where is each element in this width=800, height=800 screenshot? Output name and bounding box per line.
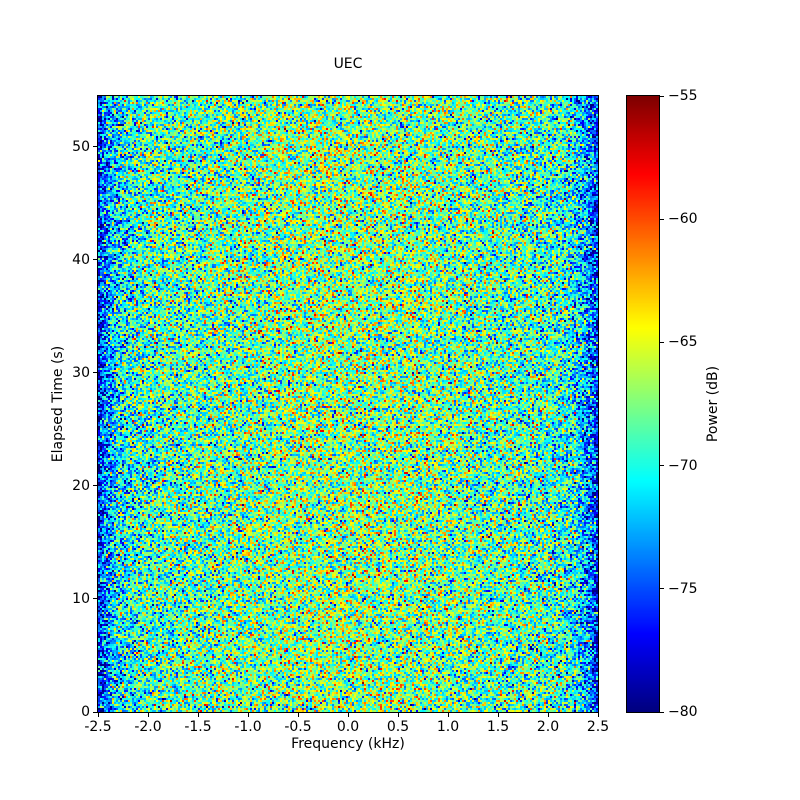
x-tick-mark — [597, 713, 599, 717]
x-tick-mark — [397, 713, 399, 717]
colorbar-tick-label: −75 — [668, 580, 698, 597]
y-tick-mark — [93, 372, 97, 374]
y-tick-mark — [93, 146, 97, 148]
x-tick-mark — [547, 713, 549, 717]
y-tick-label: 40 — [72, 251, 90, 268]
plot-title: UEC — [333, 56, 363, 72]
colorbar-tick-mark — [660, 465, 664, 467]
x-tick-mark — [97, 713, 99, 717]
y-tick-label: 50 — [72, 138, 90, 155]
x-tick-label: 1.0 — [436, 719, 460, 735]
x-tick-mark — [197, 713, 199, 717]
y-tick-mark — [93, 259, 97, 261]
colorbar-tick-mark — [660, 95, 664, 97]
colorbar-tick-label: −80 — [668, 704, 698, 720]
y-tick-label: 10 — [72, 590, 90, 607]
x-tick-mark — [147, 713, 149, 717]
spectrogram-canvas — [98, 96, 598, 712]
colorbar-tick-label: −55 — [668, 88, 698, 104]
spectrogram-plot — [97, 95, 599, 713]
y-tick-label: 0 — [81, 704, 90, 720]
x-tick-label: -1.0 — [234, 719, 262, 735]
colorbar-tick-mark — [660, 341, 664, 343]
y-tick-label: 20 — [72, 477, 90, 494]
x-tick-label: 0.0 — [336, 719, 360, 735]
colorbar-label: Power (dB) — [705, 365, 721, 443]
colorbar-tick-mark — [660, 218, 664, 220]
x-tick-label: 0.5 — [386, 719, 410, 735]
y-tick-label: 30 — [72, 364, 90, 381]
x-tick-mark — [447, 713, 449, 717]
y-tick-mark — [93, 485, 97, 487]
x-tick-label: -2.5 — [84, 719, 112, 735]
x-tick-mark — [497, 713, 499, 717]
colorbar — [626, 95, 660, 713]
x-tick-label: -2.0 — [134, 719, 162, 735]
x-tick-label: 2.5 — [586, 719, 610, 735]
colorbar-tick-label: −65 — [668, 334, 698, 351]
colorbar-tick-mark — [660, 711, 664, 713]
colorbar-tick-mark — [660, 588, 664, 590]
x-tick-label: 2.0 — [536, 719, 560, 735]
colorbar-canvas — [627, 96, 659, 712]
y-axis-label: Elapsed Time (s) — [50, 345, 66, 463]
x-tick-mark — [297, 713, 299, 717]
x-tick-label: 1.5 — [486, 719, 510, 735]
x-axis-label: Frequency (kHz) — [291, 736, 405, 752]
x-tick-mark — [247, 713, 249, 717]
y-tick-mark — [93, 711, 97, 713]
colorbar-tick-label: −70 — [668, 457, 698, 474]
colorbar-tick-label: −60 — [668, 211, 698, 228]
x-tick-mark — [347, 713, 349, 717]
x-tick-label: -1.5 — [184, 719, 212, 735]
y-tick-mark — [93, 598, 97, 600]
x-tick-label: -0.5 — [284, 719, 312, 735]
